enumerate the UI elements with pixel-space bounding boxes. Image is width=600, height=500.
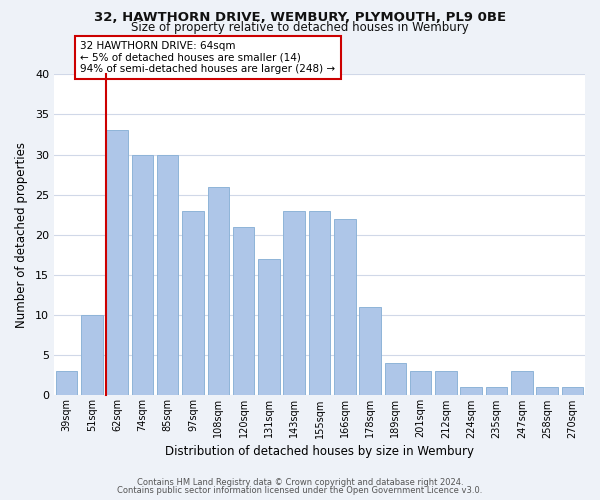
Bar (309, 210, 330, 396)
Text: Size of property relative to detached houses in Wembury: Size of property relative to detached ho… (131, 22, 469, 35)
Bar (334, 218, 356, 396)
Bar (208, 186, 229, 396)
Bar (258, 259, 280, 396)
Text: 32, HAWTHORN DRIVE, WEMBURY, PLYMOUTH, PL9 0BE: 32, HAWTHORN DRIVE, WEMBURY, PLYMOUTH, P… (94, 11, 506, 24)
Y-axis label: Number of detached properties: Number of detached properties (15, 142, 28, 328)
Bar (182, 210, 204, 396)
Bar (410, 372, 431, 396)
Bar (106, 130, 128, 396)
Bar (511, 372, 533, 396)
Bar (81, 315, 103, 396)
Text: Contains public sector information licensed under the Open Government Licence v3: Contains public sector information licen… (118, 486, 482, 495)
Bar (131, 154, 153, 396)
Bar (486, 388, 507, 396)
Bar (536, 388, 558, 396)
Bar (233, 227, 254, 396)
Bar (283, 210, 305, 396)
Bar (56, 372, 77, 396)
X-axis label: Distribution of detached houses by size in Wembury: Distribution of detached houses by size … (165, 444, 474, 458)
Bar (460, 388, 482, 396)
Bar (157, 154, 178, 396)
Bar (435, 372, 457, 396)
Bar (359, 307, 381, 396)
Bar (562, 388, 583, 396)
Text: 32 HAWTHORN DRIVE: 64sqm
← 5% of detached houses are smaller (14)
94% of semi-de: 32 HAWTHORN DRIVE: 64sqm ← 5% of detache… (80, 41, 335, 74)
Text: Contains HM Land Registry data © Crown copyright and database right 2024.: Contains HM Land Registry data © Crown c… (137, 478, 463, 487)
Bar (385, 364, 406, 396)
